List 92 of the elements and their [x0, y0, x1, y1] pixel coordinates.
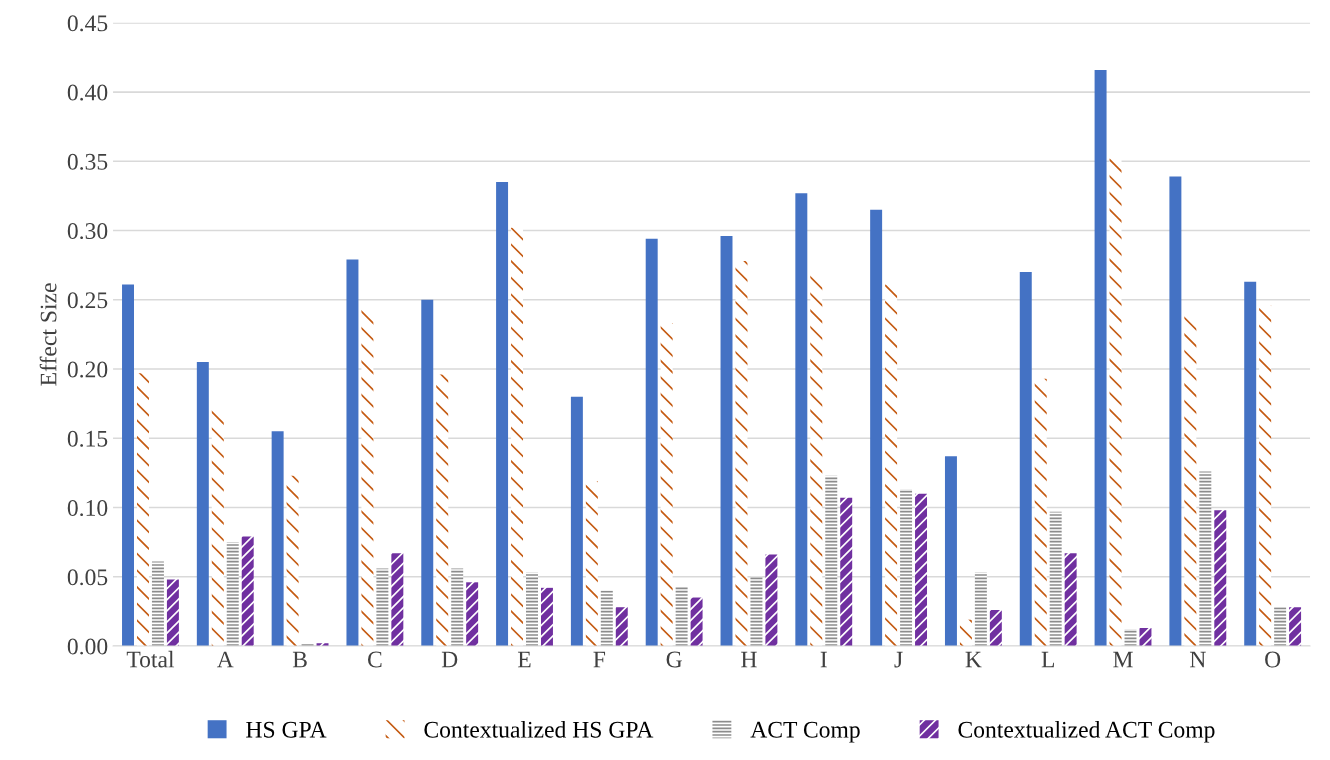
x-tick-label: G [666, 651, 682, 668]
bar [151, 561, 164, 646]
bar [959, 619, 972, 646]
bar [870, 209, 883, 646]
y-tick-label: 0.15 [67, 430, 108, 447]
bar [496, 182, 509, 646]
x-tick-label: L [1041, 651, 1054, 668]
x-tick-label: K [965, 651, 982, 668]
bar [526, 572, 538, 646]
x-tick-label: H [741, 651, 757, 668]
bar [570, 396, 583, 646]
y-axis-title: Effect Size [39, 283, 57, 386]
y-tick-label: 0.00 [67, 638, 108, 655]
bar [226, 542, 239, 646]
x-tick-label: Total [126, 650, 175, 668]
bar [1094, 69, 1107, 646]
bar [391, 553, 404, 646]
legend-label: ACT Comp [750, 721, 860, 743]
y-tick-label: 0.20 [67, 361, 108, 378]
x-tick-label: O [1265, 651, 1281, 668]
bar [810, 274, 823, 646]
bar [1244, 281, 1257, 646]
x-tick-label: C [367, 651, 382, 668]
bar [376, 568, 389, 646]
y-tick-label: 0.25 [67, 292, 108, 309]
bar [735, 261, 748, 646]
x-tick-label: I [820, 651, 827, 668]
bar [122, 284, 134, 646]
y-tick-label: 0.10 [67, 500, 108, 517]
x-tick-label: N [1189, 651, 1206, 668]
bar [765, 554, 778, 646]
bar [1109, 158, 1122, 646]
x-tick-label: J [894, 651, 903, 668]
bar [944, 456, 957, 646]
bar [1274, 607, 1287, 646]
bar [720, 236, 733, 646]
bar [645, 238, 658, 646]
bar [840, 497, 853, 646]
y-tick-label: 0.05 [67, 569, 108, 586]
x-tick-label: B [292, 651, 307, 668]
bar [466, 582, 479, 646]
bar [1259, 305, 1272, 646]
bar [436, 374, 449, 646]
bar [241, 536, 254, 646]
bar [795, 193, 808, 646]
bar [540, 587, 553, 646]
bar [211, 409, 224, 646]
bar [1019, 272, 1032, 646]
bar [1139, 628, 1152, 646]
bar [600, 590, 613, 646]
y-tick-label: 0.35 [67, 153, 108, 170]
bar [615, 607, 628, 646]
bar [166, 579, 179, 646]
y-tick-label: 0.40 [67, 84, 108, 101]
bar [271, 431, 284, 646]
bar [346, 259, 359, 646]
bar [660, 323, 673, 646]
bar [451, 568, 464, 646]
bar [1049, 511, 1062, 646]
x-tick-label: F [593, 651, 606, 668]
bar [825, 475, 838, 646]
x-tick-label: A [216, 651, 234, 668]
bar [361, 309, 374, 646]
bar [690, 597, 703, 646]
bar [989, 609, 1002, 646]
bar [1034, 378, 1047, 646]
bar [900, 489, 913, 646]
bar [421, 299, 434, 646]
bar [196, 362, 209, 646]
x-tick-label: E [517, 651, 531, 668]
bar [1184, 315, 1197, 646]
bar [511, 227, 524, 646]
bar [885, 284, 898, 646]
bar [675, 586, 688, 646]
bar [585, 481, 598, 646]
bar [974, 572, 987, 646]
y-tick-label: 0.30 [67, 223, 108, 240]
legend-label: HS GPA [246, 721, 327, 738]
legend-label: Contextualized ACT Comp [958, 721, 1215, 743]
bar [1064, 553, 1077, 646]
bar [915, 493, 928, 646]
bar [1214, 510, 1227, 646]
y-tick-label: 0.45 [67, 15, 108, 32]
bar [750, 576, 763, 646]
legend-label: Contextualized HS GPA [424, 721, 654, 738]
bar [1199, 471, 1212, 646]
x-tick-label: M [1113, 651, 1133, 668]
bar [1169, 176, 1182, 646]
x-tick-label: D [441, 651, 458, 668]
bar [1289, 607, 1302, 646]
bar [286, 475, 299, 646]
bar [136, 373, 149, 646]
